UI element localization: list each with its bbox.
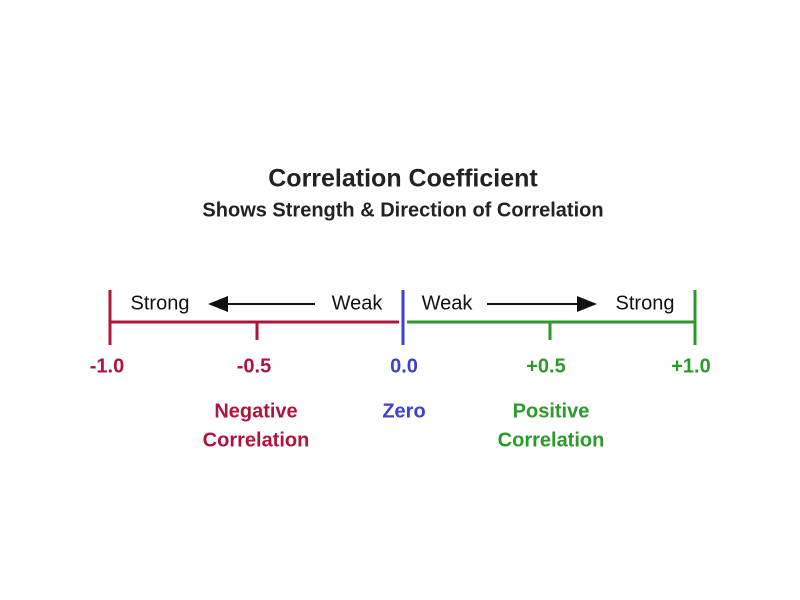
negative-axis bbox=[108, 290, 399, 345]
region-label: Negative bbox=[214, 400, 297, 422]
direction-label: Weak bbox=[332, 292, 384, 314]
region-label: Correlation bbox=[498, 429, 605, 451]
direction-label: Weak bbox=[422, 292, 474, 314]
positive-axis bbox=[407, 290, 697, 345]
direction-label: Strong bbox=[131, 292, 190, 314]
tick-label: -1.0 bbox=[90, 355, 124, 377]
tick-label: -0.5 bbox=[237, 355, 271, 377]
region-label: Correlation bbox=[203, 429, 310, 451]
tick-label: 0.0 bbox=[390, 355, 418, 377]
region-label: Zero bbox=[382, 400, 425, 422]
subtitle: Shows Strength & Direction of Correlatio… bbox=[202, 199, 603, 221]
direction-label: Strong bbox=[616, 292, 675, 314]
tick-label: +0.5 bbox=[526, 355, 565, 377]
title: Correlation Coefficient bbox=[268, 165, 538, 193]
tick-label: +1.0 bbox=[671, 355, 710, 377]
region-label: Positive bbox=[513, 400, 590, 422]
